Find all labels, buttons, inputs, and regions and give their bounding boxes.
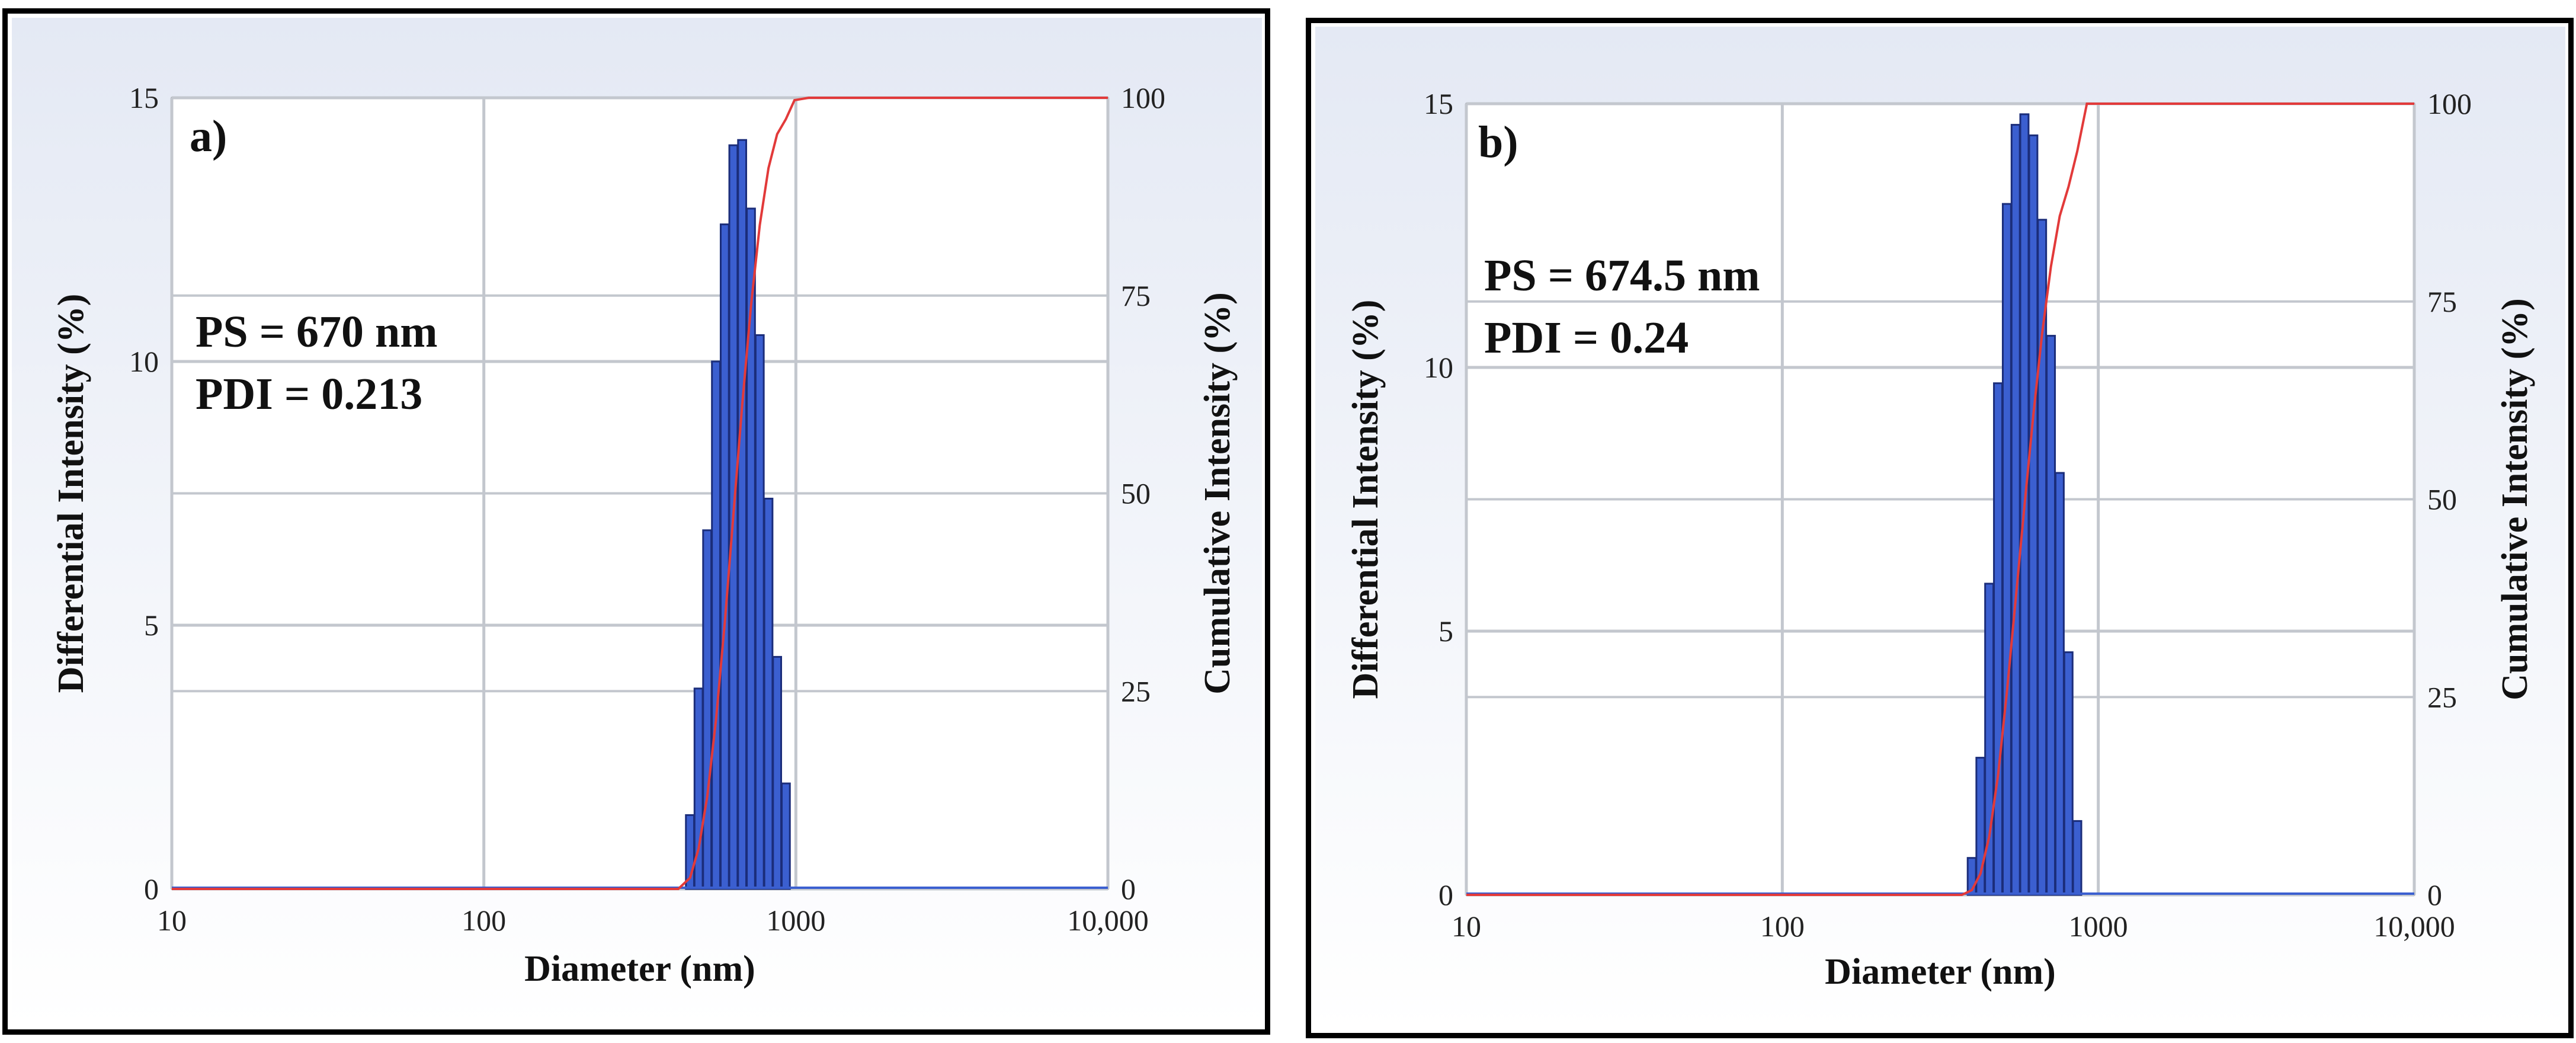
panel-a-y2-tick-label: 75 [1121,279,1151,312]
panel-b-annotation: PDI = 0.24 [1484,313,1689,363]
panel-b-bar [1993,382,2003,896]
panel-a-y2-tick-label: 25 [1121,674,1151,708]
panel-b-x-tick-label: 100 [1760,910,1805,943]
panel-b-y-tick-label: 5 [1438,615,1453,648]
panel-b-x-axis-title: Diameter (nm) [1825,952,2056,992]
panel-b-label: b) [1478,117,1518,167]
panel-b-bar [2063,651,2074,896]
panel-b-cumulative-line [1466,103,2414,896]
panel-b-bar [2046,335,2056,896]
panel-a-bar [754,334,765,890]
panel-a-frame [2,8,1270,1035]
panel-a-y-axis-title: Differential Intensity (%) [51,294,91,693]
panel-a-bar [737,139,748,890]
panel-b-y2-tick-label: 25 [2427,680,2457,714]
panel-a-annotation: PDI = 0.213 [196,369,422,419]
panel-b-y-axis-title: Differential Intensity (%) [1345,300,1386,699]
panel-a-x-tick-label: 100 [462,904,506,937]
panel-a-bar [772,655,783,890]
panel-b-y-tick-label: 15 [1424,87,1453,120]
panel-b-frame [1306,18,2574,1038]
panel-a-x-axis-title: Diameter (nm) [524,949,755,989]
panel-a-y2-tick-label: 100 [1121,81,1165,114]
panel-b-x-tick-label: 10 [1452,910,1481,943]
panel-b-x-tick-label: 1000 [2069,910,2128,943]
panel-a-x-tick-label: 10,000 [1067,904,1149,937]
panel-b-y2-tick-label: 0 [2427,878,2442,911]
panel-a-y-tick-label: 10 [129,345,159,378]
panel-a-bar [763,497,774,890]
panel-a-bar [719,223,730,890]
panel-b-bar [2072,820,2082,896]
panel-a-x-tick-label: 10 [157,904,187,937]
panel-b-bar [2055,472,2065,896]
panel-b-y-tick-label: 10 [1424,351,1453,384]
panel-b-y2-tick-label: 100 [2427,87,2472,120]
panel-a-y-tick-label: 0 [144,872,159,906]
panel-b-bar [2028,134,2039,896]
panel-a-y-tick-label: 5 [144,609,159,642]
panel-a-y-tick-label: 15 [129,81,159,114]
panel-b-y2-tick-label: 75 [2427,285,2457,318]
panel-a-bar [781,782,791,890]
panel-b-y-tick-label: 0 [1438,878,1453,911]
panel-a-x-tick-label: 1000 [766,904,825,937]
panel-b-y2-axis-title: Cumulative Intensity (%) [2495,298,2535,700]
panel-a-y2-tick-label: 0 [1121,872,1136,906]
panel-b-bar [2010,124,2021,896]
panel-a-y2-tick-label: 50 [1121,477,1151,510]
panel-a-label: a) [190,111,227,161]
panel-b-annotation: PS = 674.5 nm [1484,251,1760,300]
panel-b-x-tick-label: 10,000 [2373,910,2455,943]
panel-a-annotation: PS = 670 nm [196,307,438,357]
panel-a-y2-axis-title: Cumulative Intensity (%) [1197,292,1238,695]
panel-a-cumulative-line [172,97,1108,890]
panel-b-bar [2001,203,2012,896]
panel-a-bar [711,360,721,890]
panel-b-y2-tick-label: 50 [2427,483,2457,516]
panel-a-bar [702,529,713,890]
